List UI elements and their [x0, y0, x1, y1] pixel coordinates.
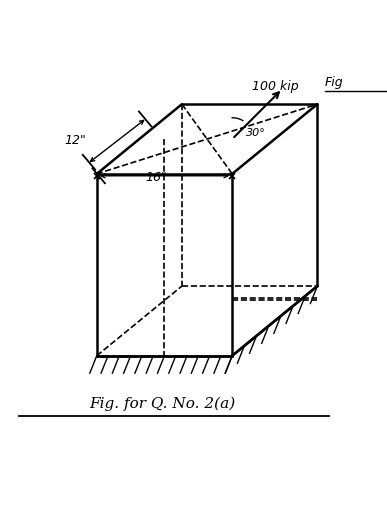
Text: 16": 16": [146, 170, 168, 183]
Text: Fig. for Q. No. 2(a): Fig. for Q. No. 2(a): [89, 397, 236, 411]
Text: 30°: 30°: [246, 128, 265, 138]
Text: Fig: Fig: [325, 77, 344, 90]
Text: 100 kip: 100 kip: [252, 80, 298, 93]
Text: 12": 12": [65, 135, 86, 148]
